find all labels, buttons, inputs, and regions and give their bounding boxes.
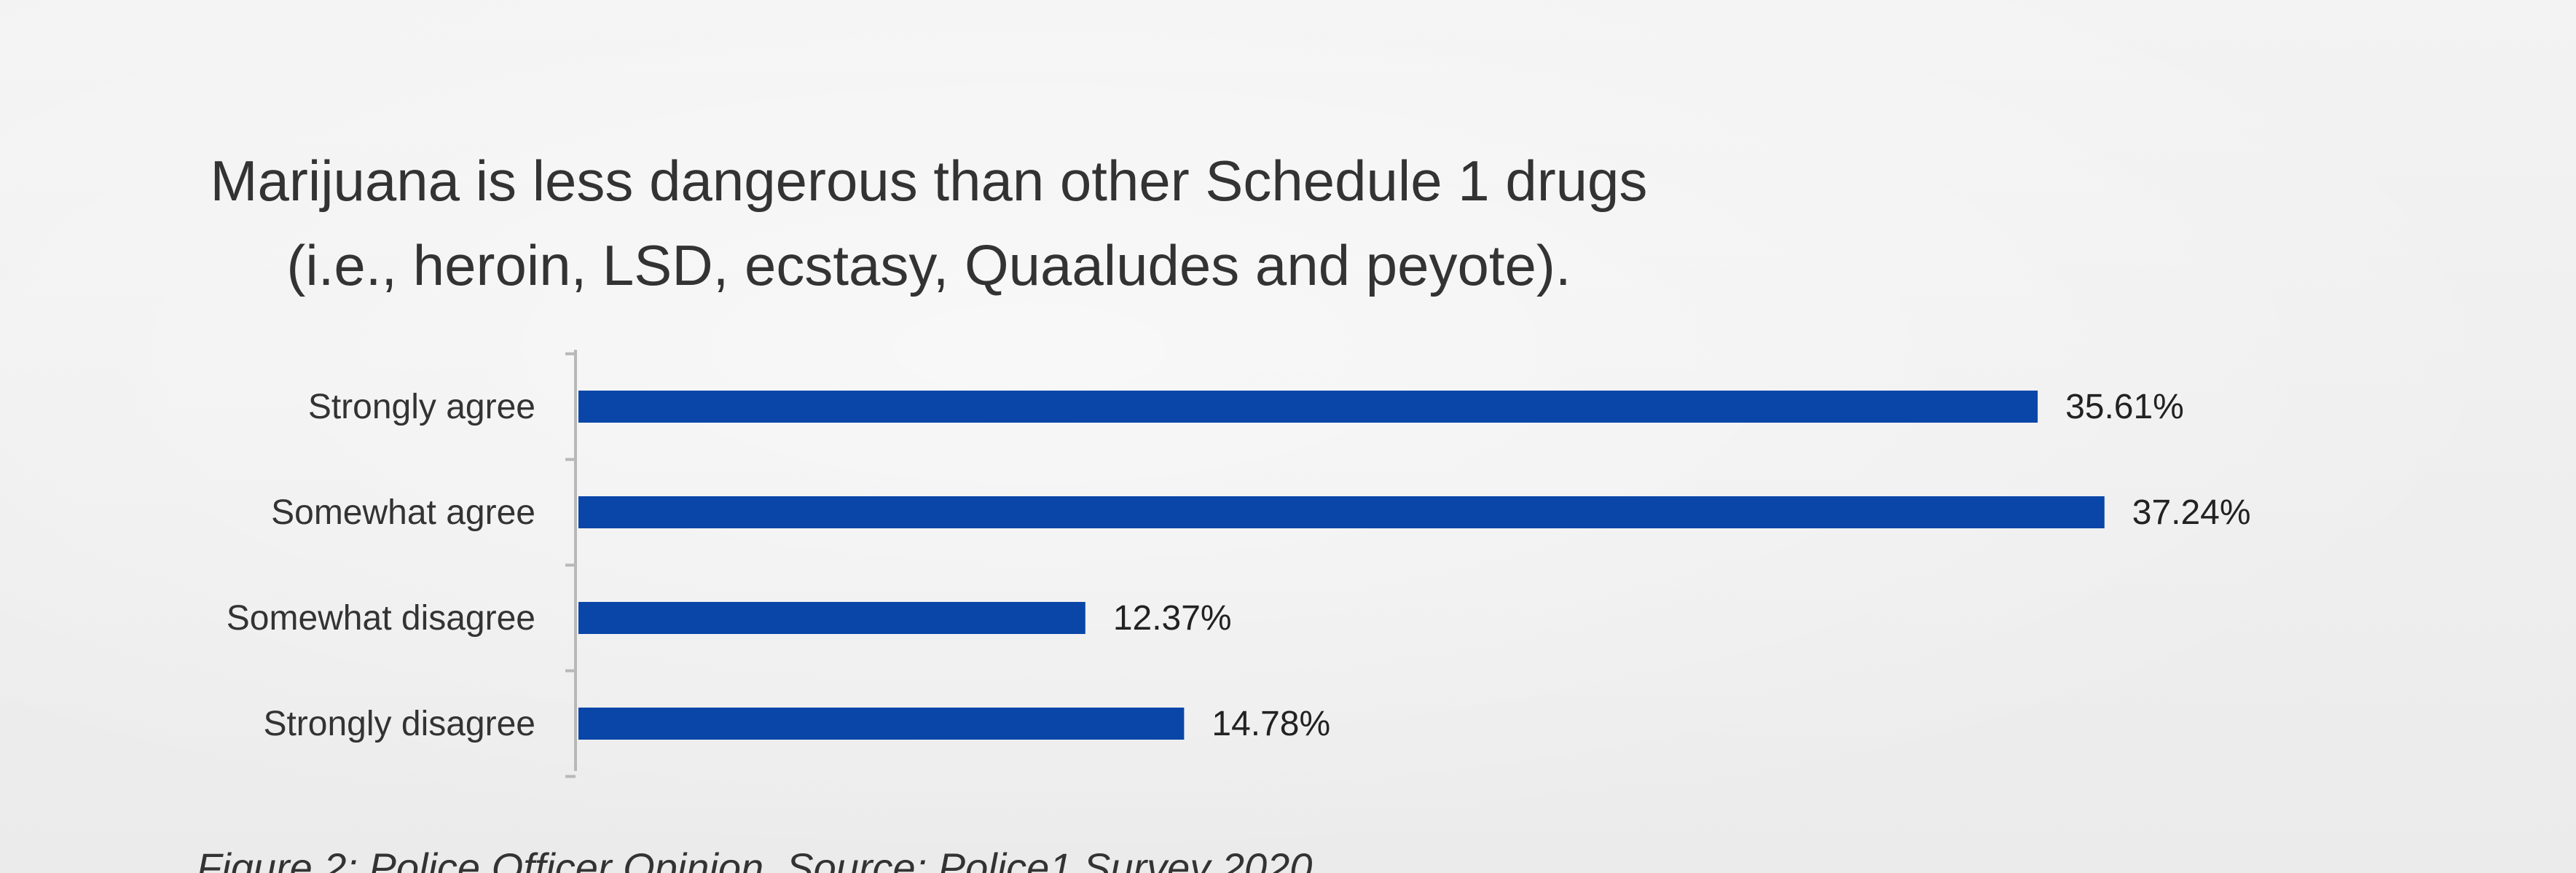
bar	[578, 496, 2105, 528]
data-label: 37.24%	[2132, 493, 2251, 532]
data-label: 35.61%	[2065, 388, 2184, 426]
category-label: Somewhat agree	[271, 493, 535, 532]
category-label: Strongly disagree	[263, 705, 535, 743]
data-label: 14.78%	[1212, 705, 1330, 743]
figure-caption: Figure 2: Police Officer Opinion. Source…	[197, 845, 1313, 873]
bar	[578, 708, 1185, 740]
data-label: 12.37%	[1113, 599, 1232, 638]
chart-title: Marijuana is less dangerous than other S…	[210, 149, 1648, 297]
bar	[578, 391, 2038, 423]
bars-layer: Strongly agree 35.61% Somewhat agree 37.24%…	[227, 352, 2251, 778]
category-label: Somewhat disagree	[227, 599, 535, 638]
category-label: Strongly agree	[308, 388, 535, 426]
bar	[578, 602, 1085, 634]
